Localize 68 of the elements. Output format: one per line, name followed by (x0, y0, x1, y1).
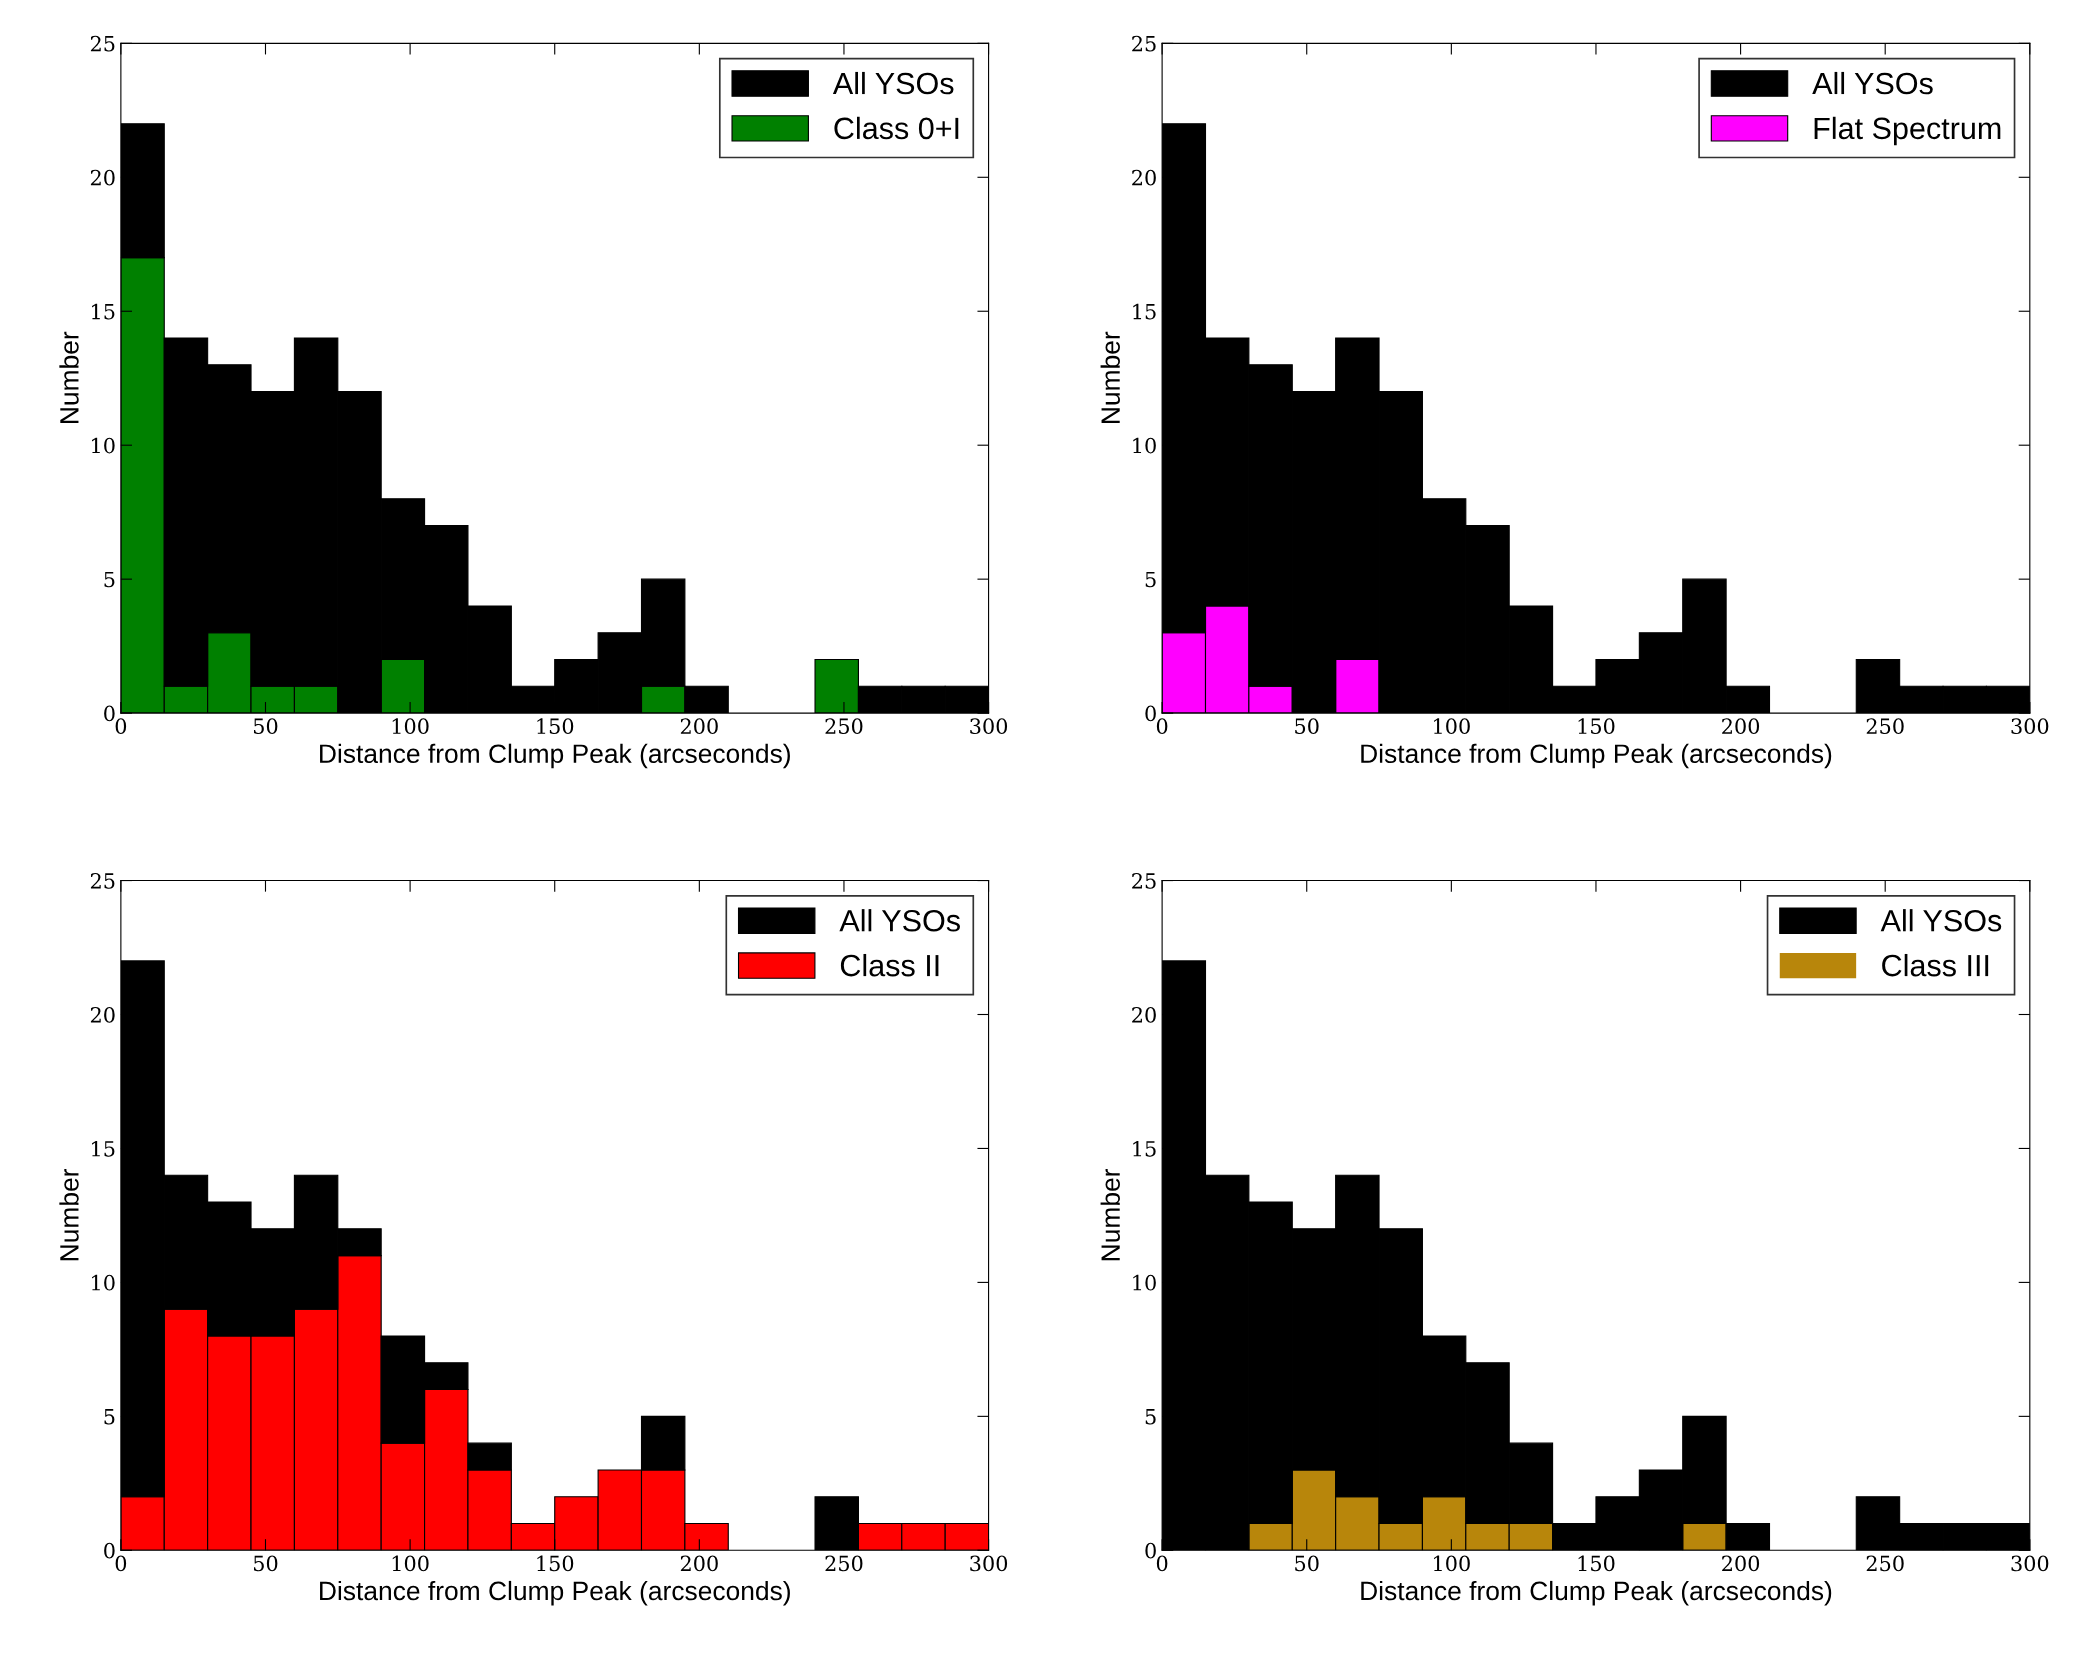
y-tick-label: 0 (1145, 705, 1156, 722)
y-tick-label: 5 (104, 1409, 115, 1425)
x-tick-label: 50 (1295, 718, 1319, 735)
x-tick-label: 100 (392, 1555, 429, 1572)
y-tick-label: 15 (92, 303, 115, 320)
x-tick-label: 0 (1156, 718, 1168, 735)
y-axis-title: Number (59, 1168, 79, 1261)
y-tick-label: 0 (104, 1542, 115, 1559)
y-tick-label: 0 (1145, 1542, 1156, 1559)
x-tick-label: 100 (392, 718, 429, 735)
x-tick-label: 50 (1295, 1555, 1319, 1572)
x-tick-label: 50 (254, 718, 278, 735)
y-tick-label: 20 (90, 1006, 115, 1023)
y-tick-label: 0 (104, 705, 115, 722)
x-tick-label: 250 (825, 718, 863, 735)
y-tick-label: 25 (90, 873, 115, 889)
y-tick-label: 20 (90, 169, 115, 186)
x-tick-label: 300 (2011, 1555, 2049, 1572)
x-tick-label: 300 (2011, 718, 2049, 735)
legend-label: Flat Spectrum (1814, 116, 2001, 146)
x-tick-label: 150 (1578, 1555, 1615, 1572)
x-tick-label: 250 (825, 1555, 863, 1572)
legend-label: All YSOs (839, 909, 960, 932)
y-tick-label: 25 (90, 35, 115, 52)
y-axis-title: Number (59, 331, 79, 423)
x-tick-label: 50 (254, 1555, 278, 1572)
x-tick-label: 100 (1434, 1555, 1470, 1572)
y-tick-label: 10 (92, 1274, 115, 1291)
x-tick-label: 250 (1866, 718, 1904, 735)
y-tick-label: 15 (92, 1140, 115, 1157)
y-tick-label: 25 (1132, 35, 1156, 52)
y-tick-label: 20 (1132, 1006, 1156, 1023)
x-tick-label: 150 (1578, 718, 1615, 735)
y-tick-label: 25 (1132, 873, 1156, 889)
x-tick-label: 0 (115, 718, 127, 735)
y-tick-label: 5 (1145, 1409, 1156, 1425)
y-tick-label: 5 (104, 571, 115, 588)
x-axis-title: Distance from Clump Peak (arcseconds) (1361, 743, 1832, 769)
y-axis-title: Number (1100, 1168, 1120, 1261)
legend-label: Class III (1882, 953, 1989, 977)
x-tick-label: 200 (680, 718, 718, 735)
y-axis-title: Number (1100, 331, 1120, 423)
legend-label: All YSOs (832, 71, 954, 95)
x-tick-label: 150 (537, 1555, 574, 1572)
y-tick-label: 10 (1133, 437, 1156, 454)
legend-label: Class II (840, 953, 939, 977)
legend-label: All YSOs (1812, 71, 1933, 95)
x-tick-label: 0 (1156, 1555, 1168, 1572)
y-tick-label: 5 (1145, 571, 1156, 588)
x-tick-label: 150 (537, 718, 574, 735)
legend-label: All YSOs (1880, 909, 2002, 932)
x-tick-label: 300 (970, 718, 1008, 735)
y-tick-label: 15 (1133, 303, 1156, 320)
y-tick-label: 10 (92, 437, 115, 454)
x-axis-title: Distance from Clump Peak (arcseconds) (320, 743, 790, 769)
x-tick-label: 0 (115, 1555, 127, 1572)
y-tick-label: 20 (1132, 169, 1156, 186)
x-tick-label: 300 (970, 1555, 1008, 1572)
x-tick-label: 200 (1722, 1555, 1760, 1572)
y-tick-label: 15 (1133, 1140, 1156, 1157)
y-tick-label: 10 (1133, 1274, 1156, 1291)
x-tick-label: 250 (1866, 1555, 1904, 1572)
x-axis-title: Distance from Clump Peak (arcseconds) (320, 1580, 790, 1606)
x-tick-label: 200 (680, 1555, 718, 1572)
x-tick-label: 100 (1434, 718, 1470, 735)
x-axis-title: Distance from Clump Peak (arcseconds) (1361, 1580, 1832, 1606)
x-tick-label: 200 (1722, 718, 1760, 735)
legend-label: Class 0+I (834, 116, 959, 140)
